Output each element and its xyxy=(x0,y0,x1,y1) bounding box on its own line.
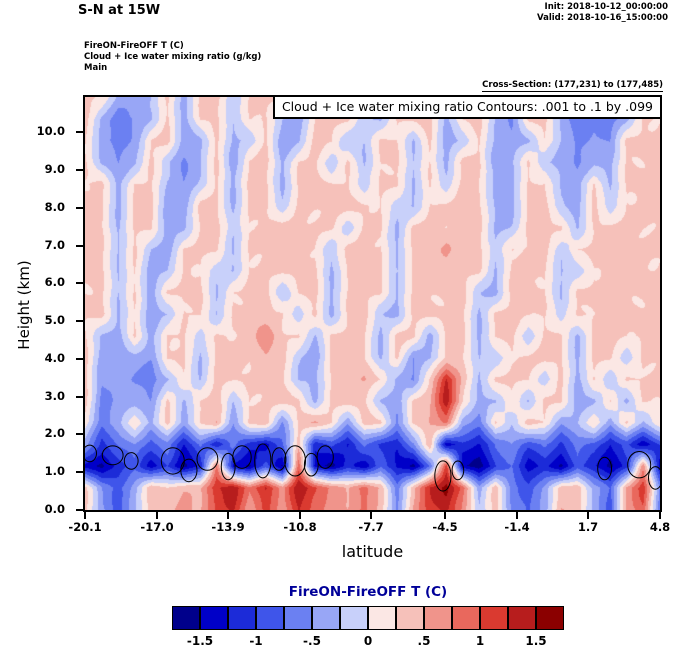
valid-time: Valid: 2018-10-16_15:00:00 xyxy=(536,13,668,23)
cloud-contour-ellipse xyxy=(101,445,124,466)
cloud-contour-ellipse xyxy=(220,452,236,481)
y-tick-label: 10.0 xyxy=(36,124,65,138)
run-times: Init: 2018-10-12_00:00:00 Valid: 2018-10… xyxy=(537,2,668,24)
colorbar-cell xyxy=(228,606,256,630)
colorbar-cell xyxy=(508,606,536,630)
y-tick-label: 8.0 xyxy=(44,200,65,214)
x-tick-mark xyxy=(659,512,661,519)
colorbar-cell xyxy=(368,606,396,630)
x-axis-label: latitude xyxy=(341,542,404,561)
colorbar-cell xyxy=(172,606,200,630)
x-tick-mark xyxy=(370,512,372,519)
cloud-contour-ellipse xyxy=(284,445,307,477)
y-tick-mark xyxy=(76,282,83,284)
cloud-contour-ellipse xyxy=(254,443,272,479)
cloud-contour-ellipse xyxy=(85,444,97,463)
y-tick-mark xyxy=(76,471,83,473)
x-tick-label: -20.1 xyxy=(68,520,102,534)
grid-name: Main xyxy=(84,63,108,73)
x-tick-label: -10.8 xyxy=(283,520,317,534)
cloud-contour-ellipse xyxy=(180,458,198,483)
colorbar-tick-label: -.5 xyxy=(303,634,321,648)
y-tick-label: 0.0 xyxy=(44,502,65,516)
cloud-contour-ellipse xyxy=(434,460,452,492)
colorbar-tick-label: -1 xyxy=(249,634,263,648)
cloud-contour-ellipse xyxy=(303,452,319,477)
colorbar-labels: -1.5 -1 -.5 0 .5 1 1.5 xyxy=(172,634,564,650)
x-tick-label: 4.8 xyxy=(649,520,671,534)
plot-area: Cloud + Ice water mixing ratio Contours:… xyxy=(83,95,662,512)
y-tick-label: 2.0 xyxy=(44,426,65,440)
x-tick-label: 1.7 xyxy=(577,520,599,534)
colorbar-tick-label: 1 xyxy=(475,634,485,648)
x-tick-mark xyxy=(516,512,518,519)
y-tick-mark xyxy=(76,396,83,398)
y-tick-mark xyxy=(76,320,83,322)
colorbar xyxy=(172,606,564,630)
y-tick-mark xyxy=(76,433,83,435)
y-tick-mark xyxy=(76,245,83,247)
colorbar-cell xyxy=(424,606,452,630)
y-tick-mark xyxy=(76,131,83,133)
x-tick-mark xyxy=(587,512,589,519)
x-tick-mark xyxy=(299,512,301,519)
colorbar-cell xyxy=(536,606,564,630)
cross-section-info: Cross-Section: (177,231) to (177,485) xyxy=(482,80,663,92)
colorbar-title: FireON-FireOFF T (C) xyxy=(288,584,448,600)
cloud-contour-ellipse xyxy=(232,445,252,469)
heatmap-canvas xyxy=(85,97,660,510)
colorbar-cell xyxy=(396,606,424,630)
x-tick-mark xyxy=(156,512,158,519)
page-title: S-N at 15W xyxy=(78,3,161,18)
x-tick-mark xyxy=(444,512,446,519)
y-tick-label: 1.0 xyxy=(44,464,65,478)
y-tick-mark xyxy=(76,509,83,511)
y-tick-mark xyxy=(76,169,83,171)
colorbar-tick-label: -1.5 xyxy=(186,634,214,648)
colorbar-cell xyxy=(452,606,480,630)
cloud-contour-ellipse xyxy=(648,466,660,490)
x-tick-label: -17.0 xyxy=(140,520,174,534)
colorbar-tick-label: .5 xyxy=(417,634,431,648)
x-tick-mark xyxy=(227,512,229,519)
x-tick-label: -7.7 xyxy=(358,520,384,534)
y-tick-label: 7.0 xyxy=(44,238,65,252)
cloud-contour-ellipse xyxy=(597,456,612,481)
y-tick-mark xyxy=(76,358,83,360)
y-axis-label: Height (km) xyxy=(15,260,33,350)
colorbar-cell xyxy=(480,606,508,630)
cloud-contours-overlay xyxy=(85,443,660,492)
contour-field-name: Cloud + Ice water mixing ratio (g/kg) xyxy=(84,52,262,62)
shaded-field-name: FireON-FireOFF T (C) xyxy=(84,41,184,51)
colorbar-tick-label: 0 xyxy=(363,634,373,648)
colorbar-cell xyxy=(284,606,312,630)
cloud-contour-ellipse xyxy=(271,447,287,471)
x-tick-label: -13.9 xyxy=(211,520,245,534)
x-tick-label: -1.4 xyxy=(504,520,530,534)
cloud-contour-ellipse xyxy=(627,451,652,479)
init-time: Init: 2018-10-12_00:00:00 xyxy=(544,2,668,12)
y-tick-label: 6.0 xyxy=(44,275,65,289)
colorbar-cell xyxy=(256,606,284,630)
cloud-contour-ellipse xyxy=(123,452,139,470)
x-axis: -20.1 -17.0 -13.9 -10.8 -7.7 -4.5 -1.4 1.7 4.8 xyxy=(68,512,670,552)
y-tick-mark xyxy=(76,207,83,209)
y-tick-label: 4.0 xyxy=(44,351,65,365)
y-tick-label: 5.0 xyxy=(44,313,65,327)
y-tick-label: 3.0 xyxy=(44,389,65,403)
colorbar-tick-label: 1.5 xyxy=(525,634,547,648)
y-tick-label: 9.0 xyxy=(44,162,65,176)
colorbar-cell xyxy=(200,606,228,630)
field-info: FireON-FireOFF T (C) Cloud + Ice water m… xyxy=(84,41,261,74)
colorbar-cell xyxy=(340,606,368,630)
colorbar-cell xyxy=(312,606,340,630)
y-axis: 0.0 1.0 2.0 3.0 4.0 5.0 6.0 7.0 8.0 9.0 10.0 xyxy=(0,95,83,516)
x-tick-label: -4.5 xyxy=(432,520,458,534)
x-tick-mark xyxy=(84,512,86,519)
cloud-contour-ellipse xyxy=(316,445,334,469)
cloud-contour-ellipse xyxy=(196,447,219,471)
contour-note: Cloud + Ice water mixing ratio Contours:… xyxy=(272,97,660,119)
cloud-contour-ellipse xyxy=(451,460,465,481)
